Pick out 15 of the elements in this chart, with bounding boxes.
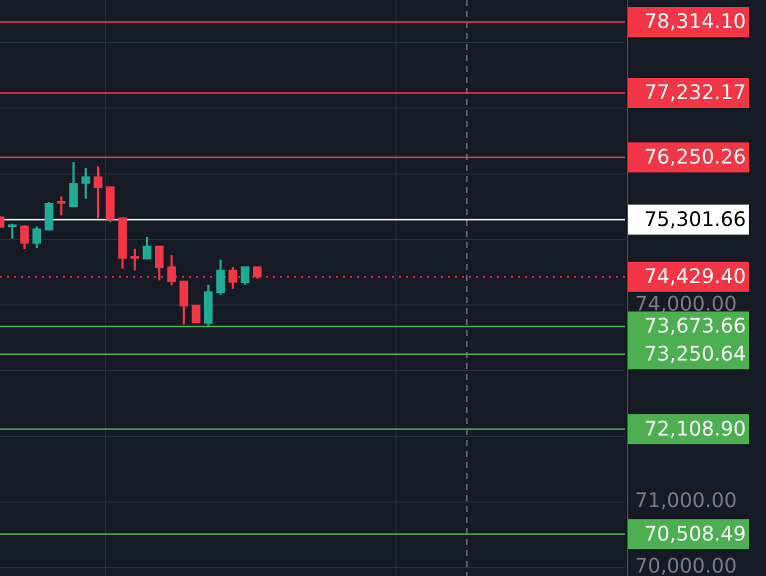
- ref-line-label: 77,232.17: [644, 80, 746, 104]
- ref-line-label: 76,250.26: [644, 144, 746, 169]
- candlestick: [8, 224, 17, 239]
- ref-line-label: 74,429.40: [644, 264, 746, 288]
- candlestick: [130, 248, 140, 270]
- ref-line-label: 72,108.90: [644, 416, 746, 440]
- ref-line-label: 73,250.64: [644, 341, 746, 366]
- ref-line-label: 70,508.49: [644, 521, 746, 546]
- candlestick: [56, 196, 66, 216]
- ref-line-label: 75,301.66: [644, 206, 746, 231]
- y-tick-label: 71,000.00: [635, 488, 737, 512]
- ref-line-label: 73,673.66: [644, 314, 746, 338]
- y-tick-label: 70,000.00: [635, 554, 737, 576]
- ref-line-label: 78,314.10: [644, 9, 746, 34]
- y-tick-label: 74,000.00: [635, 291, 737, 316]
